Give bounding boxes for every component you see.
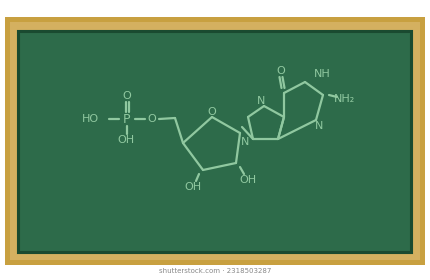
Text: OH: OH [184,182,202,192]
Text: O: O [208,107,216,117]
Bar [19,32,411,252]
Text: OH: OH [240,175,257,185]
Text: N: N [241,137,249,147]
Text: O: O [276,66,286,76]
Bar [5,17,425,265]
Text: O: O [147,114,157,124]
Text: NH₂: NH₂ [335,94,356,104]
Text: N: N [315,121,323,131]
Text: shutterstock.com · 2318503287: shutterstock.com · 2318503287 [159,268,271,274]
Text: NH: NH [313,69,330,79]
Text: O: O [123,91,132,101]
Text: P: P [123,113,131,125]
Text: OH: OH [117,135,135,145]
Bar [10,22,420,260]
Bar [18,31,412,253]
Text: N: N [257,96,265,106]
Text: HO: HO [82,114,99,124]
Bar [18,31,412,253]
